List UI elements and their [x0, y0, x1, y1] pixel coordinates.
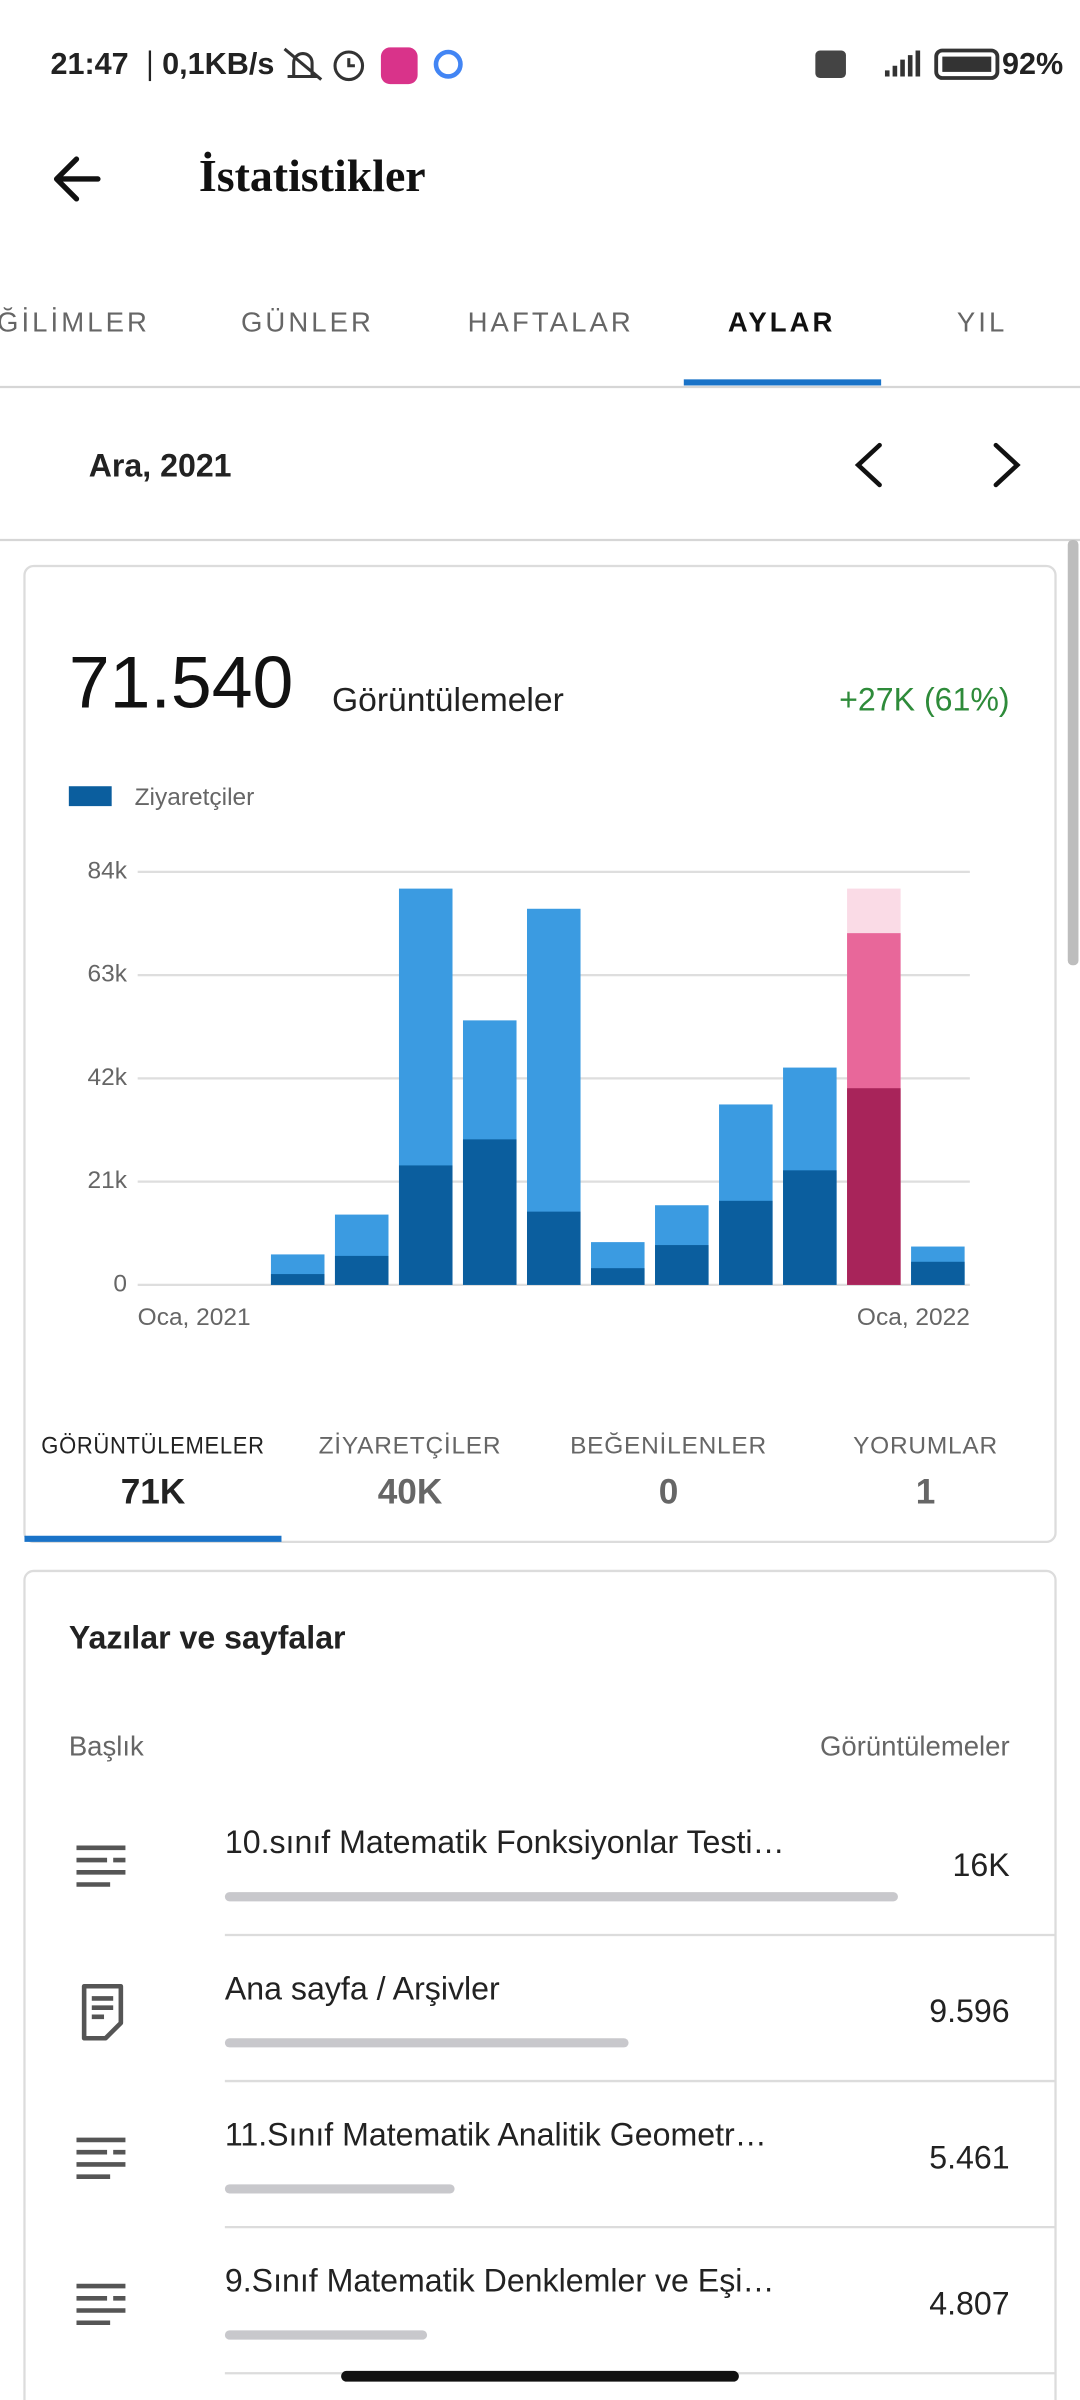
column-title: Başlık: [69, 1731, 144, 1762]
post-title[interactable]: Ana sayfa / Arşivler: [225, 1970, 500, 2006]
previous-period[interactable]: [854, 442, 882, 488]
stat-label[interactable]: ZİYARETÇİLER: [319, 1433, 502, 1460]
stat-indicator: [24, 1535, 282, 1542]
legend-swatch: [68, 786, 112, 807]
summary-change: +27K (61%): [839, 682, 1009, 718]
y-tick-label: 63k: [88, 961, 128, 988]
bar[interactable]: [526, 1211, 581, 1285]
stat-label[interactable]: BEĞENİLENLER: [570, 1433, 767, 1460]
summary-value: 71.540: [69, 642, 294, 724]
status-time: 21:47: [50, 47, 128, 81]
post-bar: [224, 2330, 428, 2340]
home-indicator: [341, 2370, 739, 2382]
stat-label[interactable]: YORUMLAR: [853, 1433, 998, 1460]
posts-title: Yazılar ve sayfalar: [69, 1619, 346, 1655]
post-title[interactable]: 10.sınıf Matematik Fonksiyonlar Testi…: [225, 1824, 785, 1860]
post-title[interactable]: 11.Sınıf Matematik Analitik Geometr…: [225, 2116, 767, 2152]
stat-value[interactable]: 71K: [121, 1473, 186, 1512]
posts-list: 10.sınıf Matematik Fonksiyonlar Testi… 16…: [76, 1824, 1056, 2375]
back-button[interactable]: [53, 156, 101, 202]
header-title: İstatistikler: [199, 150, 426, 201]
post-views: 4.807: [929, 2285, 1009, 2321]
bar[interactable]: [270, 1274, 325, 1285]
status-battery: 92%: [1002, 47, 1063, 81]
tab-bar: EĞİLİMLER GÜNLER HAFTALAR AYLAR YIL: [0, 307, 1007, 386]
bar[interactable]: [655, 1245, 709, 1285]
post-bar: [224, 2184, 455, 2194]
post-bar: [224, 2038, 629, 2048]
y-tick-label: 0: [113, 1270, 127, 1297]
tab[interactable]: GÜNLER: [241, 307, 374, 338]
stat-value[interactable]: 1: [916, 1473, 936, 1512]
page-icon: [81, 1983, 124, 2041]
post-icon: [76, 2137, 126, 2179]
post-icon: [76, 1845, 126, 1887]
y-tick-label: 84k: [88, 857, 128, 884]
scrollbar: [1067, 539, 1079, 966]
bar[interactable]: [591, 1268, 645, 1285]
bar[interactable]: [719, 1200, 773, 1285]
next-period[interactable]: [993, 442, 1021, 488]
tab[interactable]: EĞİLİMLER: [0, 307, 150, 338]
x-tick-label: Oca, 2022: [857, 1304, 970, 1331]
stat-value[interactable]: 0: [659, 1473, 679, 1512]
x-tick-label: Oca, 2021: [138, 1304, 251, 1331]
bar[interactable]: [334, 1255, 389, 1285]
y-tick-label: 21k: [88, 1167, 128, 1194]
stat-label[interactable]: GÖRÜNTÜLEMELER: [41, 1433, 264, 1460]
period-label: Ara, 2021: [89, 448, 232, 484]
bar[interactable]: [783, 1170, 837, 1285]
post-title[interactable]: 9.Sınıf Matematik Denklemler ve Eşi…: [225, 2262, 775, 2298]
status-icons: [283, 47, 1000, 85]
post-icon: [76, 2283, 126, 2326]
y-tick-label: 42k: [88, 1064, 128, 1091]
bar[interactable]: [847, 1088, 901, 1285]
post-bar: [224, 1892, 898, 1902]
tab[interactable]: HAFTALAR: [468, 307, 634, 338]
chart: Ziyaretçiler 0 21k 42k 63k 84k Oca, 2021 Oca, 2…: [68, 784, 970, 1331]
bar[interactable]: [462, 1139, 517, 1285]
tab[interactable]: YIL: [957, 307, 1007, 338]
tab-indicator: [683, 379, 882, 386]
tab[interactable]: AYLAR: [728, 307, 836, 338]
post-views: 16K: [952, 1847, 1010, 1883]
post-views: 5.461: [929, 2139, 1009, 2175]
stat-tabs: GÖRÜNTÜLEMELER 71K ZİYARETÇİLER 40K BEĞENİLE…: [24, 1433, 997, 1542]
status-network: 0,1KB/s: [162, 47, 274, 81]
bar[interactable]: [911, 1261, 965, 1285]
column-views: Görüntülemeler: [820, 1731, 1010, 1762]
bar[interactable]: [398, 1165, 453, 1285]
stat-value[interactable]: 40K: [378, 1473, 443, 1512]
post-views: 9.596: [929, 1993, 1009, 2029]
summary-label: Görüntülemeler: [332, 682, 564, 719]
legend-label: Ziyaretçiler: [135, 784, 255, 811]
